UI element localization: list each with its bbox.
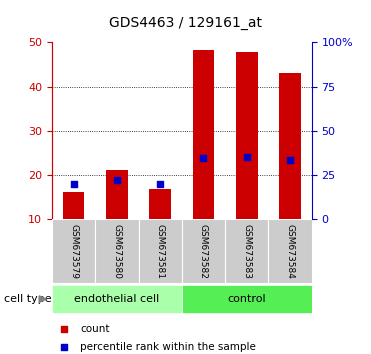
Text: GSM673580: GSM673580 xyxy=(112,224,121,279)
Text: percentile rank within the sample: percentile rank within the sample xyxy=(80,342,256,352)
Bar xyxy=(236,52,257,219)
Bar xyxy=(225,219,268,283)
Point xyxy=(318,269,324,275)
Text: GSM673582: GSM673582 xyxy=(199,224,208,279)
Text: GDS4463 / 129161_at: GDS4463 / 129161_at xyxy=(109,16,262,30)
Text: GSM673583: GSM673583 xyxy=(242,224,251,279)
Bar xyxy=(268,219,312,283)
Point xyxy=(114,177,120,183)
Text: control: control xyxy=(227,294,266,304)
Text: GSM673584: GSM673584 xyxy=(286,224,295,279)
Text: GSM673581: GSM673581 xyxy=(156,224,165,279)
Text: cell type: cell type xyxy=(4,294,51,304)
Bar xyxy=(182,219,225,283)
Text: count: count xyxy=(80,324,109,334)
Point xyxy=(157,181,163,187)
Text: ▶: ▶ xyxy=(39,294,47,304)
Bar xyxy=(52,219,95,283)
Text: endothelial cell: endothelial cell xyxy=(74,294,160,304)
Point xyxy=(244,154,250,160)
Point xyxy=(70,181,76,187)
Point xyxy=(287,157,293,163)
Bar xyxy=(150,188,171,219)
Bar xyxy=(63,192,85,219)
Bar xyxy=(52,285,182,314)
Bar xyxy=(193,50,214,219)
Bar xyxy=(106,170,128,219)
Text: GSM673579: GSM673579 xyxy=(69,224,78,279)
Point xyxy=(318,108,324,114)
Bar xyxy=(182,285,312,314)
Bar xyxy=(279,73,301,219)
Point xyxy=(200,155,206,160)
Bar xyxy=(138,219,182,283)
Bar xyxy=(95,219,138,283)
